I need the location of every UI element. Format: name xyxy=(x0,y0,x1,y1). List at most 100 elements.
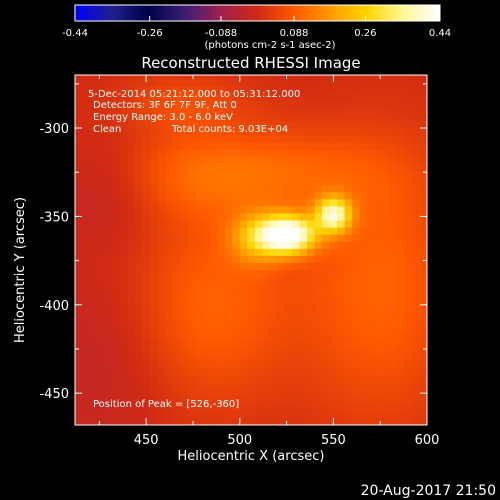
heatmap-cell xyxy=(149,219,158,228)
heatmap-cell xyxy=(119,92,129,101)
heatmap-cell xyxy=(134,163,143,172)
heatmap-cell xyxy=(292,304,301,313)
heatmap-cell xyxy=(367,347,376,355)
heatmap-cell xyxy=(292,78,301,87)
heatmap-cell xyxy=(82,283,91,292)
heatmap-cell xyxy=(247,396,256,405)
heatmap-cell xyxy=(262,368,271,377)
heatmap-cell xyxy=(262,191,271,200)
heatmap-cell xyxy=(389,75,398,80)
heatmap-cell xyxy=(382,142,391,150)
heatmap-cell xyxy=(322,347,331,355)
heatmap-cell xyxy=(269,177,278,186)
heatmap-cell xyxy=(262,212,271,221)
heatmap-cell xyxy=(412,135,421,143)
heatmap-cell xyxy=(382,205,391,214)
heatmap-cell xyxy=(419,92,427,101)
heatmap-cell xyxy=(232,354,241,362)
heatmap-cell xyxy=(254,78,263,87)
heatmap-cell xyxy=(277,219,286,228)
heatmap-cell xyxy=(344,375,353,384)
heatmap-cell xyxy=(194,92,203,101)
heatmap-cell xyxy=(89,198,99,207)
heatmap-cell xyxy=(254,205,263,214)
heatmap-cell xyxy=(217,311,226,320)
heatmap-cell xyxy=(97,219,106,228)
heatmap-cell xyxy=(187,156,196,164)
heatmap-cell xyxy=(187,375,196,384)
heatmap-cell xyxy=(224,333,233,341)
heatmap-cell xyxy=(157,163,166,172)
heatmap-cell xyxy=(239,283,248,292)
heatmap-cell xyxy=(352,128,361,136)
heatmap-cell xyxy=(367,382,376,391)
heatmap-cell xyxy=(239,149,248,157)
heatmap-cell xyxy=(104,368,114,377)
heatmap-cell xyxy=(164,340,173,348)
heatmap-cell xyxy=(157,128,166,136)
heatmap-cell xyxy=(247,311,256,320)
heatmap-cell xyxy=(277,382,286,391)
heatmap-cell xyxy=(277,304,286,313)
heatmap-cell xyxy=(75,177,84,186)
heatmap-cell xyxy=(307,311,316,320)
heatmap-cell xyxy=(337,85,346,94)
heatmap-cell xyxy=(374,368,383,377)
heatmap-cell xyxy=(232,198,241,207)
heatmap-cell xyxy=(164,219,173,228)
heatmap-cell xyxy=(187,135,196,143)
heatmap-cell xyxy=(359,333,368,341)
heatmap-cell xyxy=(217,389,226,398)
heatmap-cell xyxy=(329,219,338,228)
heatmap-cell xyxy=(89,142,99,150)
heatmap-cell xyxy=(292,333,301,341)
heatmap-cell xyxy=(247,403,256,412)
heatmap-cell xyxy=(359,375,368,384)
heatmap-cell xyxy=(284,198,293,207)
heatmap-cell xyxy=(269,389,278,398)
heatmap-cell xyxy=(284,135,293,143)
heatmap-cell xyxy=(382,255,391,263)
heatmap-cell xyxy=(307,262,316,271)
heatmap-cell xyxy=(97,269,106,278)
heatmap-cell xyxy=(262,163,271,172)
heatmap-cell xyxy=(344,255,353,263)
heatmap-cell xyxy=(224,149,233,157)
heatmap-cell xyxy=(307,212,316,221)
heatmap-cell xyxy=(142,354,151,362)
heatmap-cell xyxy=(397,255,406,263)
heatmap-cell xyxy=(157,304,166,313)
heatmap-cell xyxy=(82,290,91,299)
heatmap-cell xyxy=(412,361,421,370)
heatmap-cell xyxy=(239,269,248,278)
heatmap-cell xyxy=(322,149,331,157)
heatmap-cell xyxy=(217,212,226,221)
heatmap-cell xyxy=(157,78,166,87)
heatmap-cell xyxy=(194,135,203,143)
heatmap-cell xyxy=(344,241,353,249)
heatmap-cell xyxy=(134,198,143,207)
heatmap-cell xyxy=(172,333,181,341)
heatmap-cell xyxy=(269,269,278,278)
heatmap-cell xyxy=(172,163,181,172)
heatmap-cell xyxy=(89,311,99,320)
heatmap-cell xyxy=(277,106,286,115)
heatmap-cell xyxy=(254,191,263,200)
heatmap-cell xyxy=(397,241,406,249)
heatmap-cell xyxy=(217,248,226,256)
heatmap-cell xyxy=(149,156,158,164)
heatmap-cell xyxy=(97,177,106,186)
heatmap-cell xyxy=(179,248,188,256)
heatmap-cell xyxy=(397,417,406,425)
heatmap-cell xyxy=(337,396,346,405)
heatmap-cell xyxy=(172,382,181,391)
heatmap-cell xyxy=(419,75,427,80)
heatmap-cell xyxy=(209,234,218,242)
heatmap-cell xyxy=(112,205,121,214)
heatmap-cell xyxy=(412,142,421,150)
heatmap-cell xyxy=(299,212,308,221)
heatmap-cell xyxy=(112,340,121,348)
heatmap-cell xyxy=(134,361,143,370)
heatmap-cell xyxy=(224,106,233,115)
heatmap-cell xyxy=(202,135,211,143)
